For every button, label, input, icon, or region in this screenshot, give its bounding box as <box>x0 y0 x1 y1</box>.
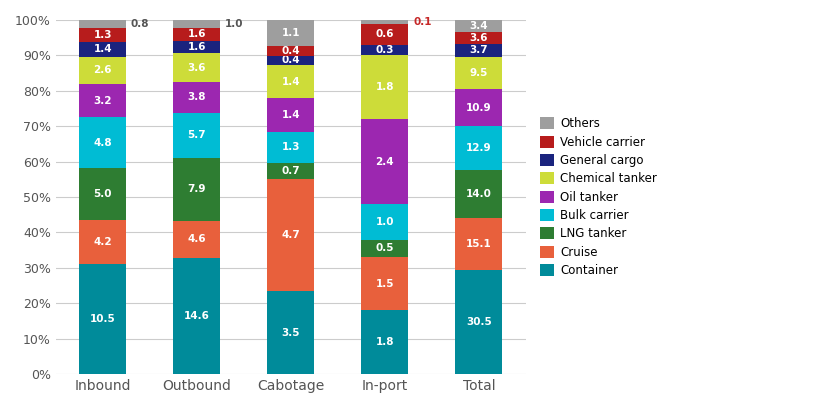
Bar <box>79 168 126 220</box>
Text: 14.6: 14.6 <box>184 311 209 321</box>
Bar <box>455 57 503 89</box>
Text: 3.6: 3.6 <box>470 33 488 43</box>
Text: 10.5: 10.5 <box>90 314 116 324</box>
Text: 1.6: 1.6 <box>188 42 206 52</box>
Text: 14.0: 14.0 <box>466 189 492 200</box>
Text: 1.0: 1.0 <box>225 19 243 29</box>
Text: 5.0: 5.0 <box>94 189 112 199</box>
Legend: Others, Vehicle carrier, General cargo, Chemical tanker, Oil tanker, Bulk carrie: Others, Vehicle carrier, General cargo, … <box>537 113 661 281</box>
Bar <box>455 126 503 171</box>
Bar <box>361 55 408 119</box>
Bar <box>174 113 220 158</box>
Bar <box>455 32 503 44</box>
Bar <box>361 20 408 24</box>
Bar <box>79 20 126 29</box>
Bar <box>79 220 126 264</box>
Bar <box>268 179 314 291</box>
Bar <box>268 55 314 65</box>
Text: 0.5: 0.5 <box>376 244 394 253</box>
Text: 0.8: 0.8 <box>131 19 150 29</box>
Text: 0.1: 0.1 <box>413 17 431 27</box>
Bar <box>455 20 503 32</box>
Text: 3.7: 3.7 <box>470 45 488 55</box>
Bar <box>268 132 314 163</box>
Bar <box>174 158 220 221</box>
Text: 4.2: 4.2 <box>93 237 112 247</box>
Bar <box>455 171 503 218</box>
Bar <box>174 82 220 113</box>
Bar <box>174 53 220 82</box>
Bar <box>268 98 314 132</box>
Bar <box>174 221 220 258</box>
Bar <box>268 163 314 179</box>
Text: 1.6: 1.6 <box>188 29 206 39</box>
Bar <box>174 28 220 41</box>
Bar <box>79 84 126 118</box>
Text: 1.0: 1.0 <box>376 217 394 227</box>
Bar <box>361 204 408 239</box>
Bar <box>268 20 314 46</box>
Bar <box>455 44 503 57</box>
Bar <box>268 46 314 55</box>
Text: 3.5: 3.5 <box>282 328 300 337</box>
Text: 3.8: 3.8 <box>188 92 206 102</box>
Text: 10.9: 10.9 <box>466 103 492 113</box>
Bar <box>361 24 408 45</box>
Bar <box>79 264 126 374</box>
Bar <box>79 29 126 42</box>
Bar <box>79 42 126 57</box>
Text: 1.3: 1.3 <box>282 142 300 152</box>
Bar <box>455 218 503 270</box>
Bar <box>268 291 314 374</box>
Text: 2.4: 2.4 <box>376 157 394 166</box>
Text: 0.6: 0.6 <box>376 29 394 39</box>
Text: 4.8: 4.8 <box>93 137 112 148</box>
Text: 0.4: 0.4 <box>282 55 300 65</box>
Text: 1.5: 1.5 <box>376 279 394 289</box>
Text: 1.8: 1.8 <box>376 337 394 347</box>
Text: 3.6: 3.6 <box>188 63 206 73</box>
Text: 3.2: 3.2 <box>94 96 112 106</box>
Bar <box>361 239 408 257</box>
Text: 4.7: 4.7 <box>282 230 300 240</box>
Text: 9.5: 9.5 <box>470 68 488 78</box>
Text: 1.4: 1.4 <box>93 44 112 54</box>
Bar <box>79 57 126 84</box>
Text: 1.4: 1.4 <box>282 110 300 120</box>
Text: 15.1: 15.1 <box>466 239 492 249</box>
Text: 0.3: 0.3 <box>376 45 394 55</box>
Text: 2.6: 2.6 <box>94 65 112 75</box>
Text: 1.3: 1.3 <box>94 30 112 40</box>
Text: 1.4: 1.4 <box>282 77 300 87</box>
Bar <box>361 257 408 310</box>
Text: 7.9: 7.9 <box>188 184 206 195</box>
Bar <box>361 119 408 204</box>
Text: 30.5: 30.5 <box>466 317 492 327</box>
Text: 4.6: 4.6 <box>188 234 206 244</box>
Text: 3.4: 3.4 <box>470 21 488 31</box>
Bar <box>268 65 314 98</box>
Text: 12.9: 12.9 <box>466 143 492 153</box>
Bar <box>79 118 126 168</box>
Bar <box>455 89 503 126</box>
Bar <box>361 45 408 55</box>
Bar <box>174 20 220 28</box>
Text: 0.7: 0.7 <box>282 166 300 176</box>
Text: 0.4: 0.4 <box>282 46 300 56</box>
Text: 1.8: 1.8 <box>376 82 394 92</box>
Bar <box>174 41 220 53</box>
Text: 5.7: 5.7 <box>188 130 206 140</box>
Bar <box>361 310 408 374</box>
Bar <box>174 258 220 374</box>
Bar <box>455 270 503 374</box>
Text: 1.1: 1.1 <box>282 28 300 38</box>
